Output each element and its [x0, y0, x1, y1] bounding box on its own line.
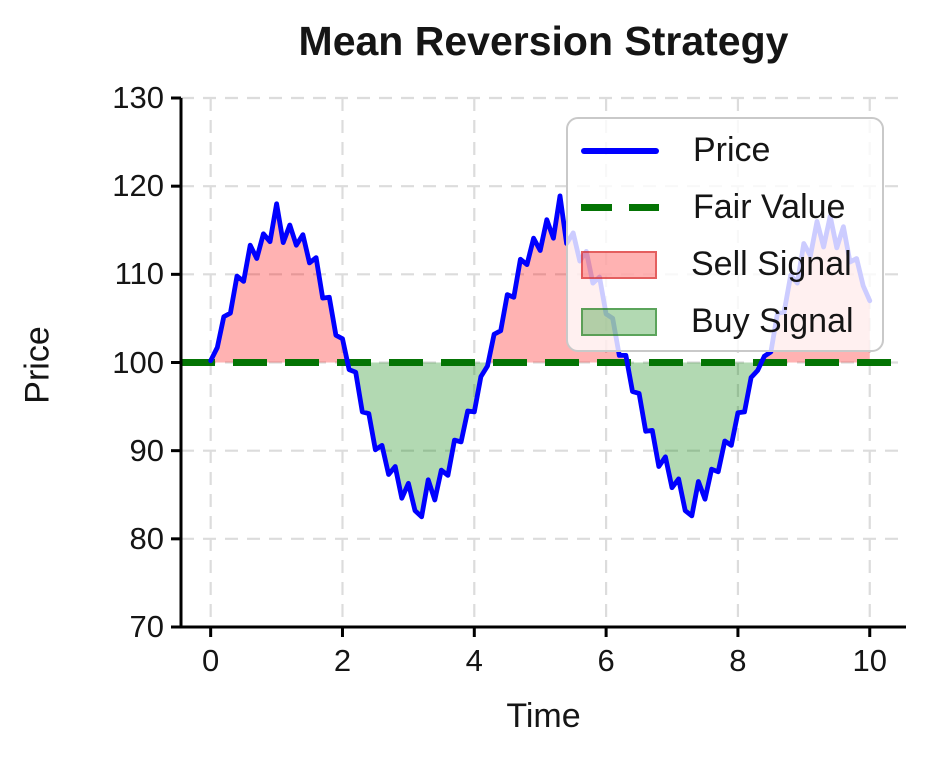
legend-label: Buy Signal	[691, 302, 854, 340]
y-tick-label: 90	[129, 432, 164, 468]
legend: Price Fair Value Sell Signal Buy Signal	[566, 117, 884, 352]
buy-signal-swatch	[581, 307, 657, 336]
x-tick-label: 0	[202, 643, 220, 678]
y-tick-label: 70	[129, 609, 164, 644]
buy-fill	[347, 362, 762, 517]
legend-label: Fair Value	[693, 188, 846, 226]
x-axis-label: Time	[506, 697, 581, 735]
y-tick-label: 130	[112, 80, 164, 115]
x-tick-label: 8	[729, 643, 747, 678]
y-tick-label: 80	[129, 520, 164, 556]
sell-signal-swatch	[581, 250, 657, 279]
legend-label: Sell Signal	[691, 245, 852, 283]
fair-value-line-swatch	[581, 204, 659, 211]
x-tick-label: 6	[597, 643, 615, 678]
legend-label: Price	[693, 131, 771, 169]
x-tick-label: 4	[465, 643, 483, 678]
sell-fill	[210, 195, 870, 363]
price-line	[208, 193, 873, 520]
y-tick-label: 100	[112, 344, 164, 380]
legend-item-fair-value: Fair Value	[568, 179, 882, 236]
price-line-swatch	[581, 147, 659, 154]
legend-item-price: Price	[568, 122, 882, 179]
x-tick-label: 10	[852, 643, 887, 678]
signal-fills	[210, 195, 870, 517]
y-axis-label: Price	[18, 326, 57, 404]
chart-title: Mean Reversion Strategy	[298, 18, 789, 64]
legend-item-sell-signal: Sell Signal	[568, 236, 882, 293]
axes	[171, 96, 906, 637]
y-tick-label: 120	[112, 168, 164, 204]
y-tick-label: 110	[114, 256, 164, 292]
legend-item-buy-signal: Buy Signal	[568, 293, 882, 350]
x-tick-label: 2	[333, 643, 352, 678]
